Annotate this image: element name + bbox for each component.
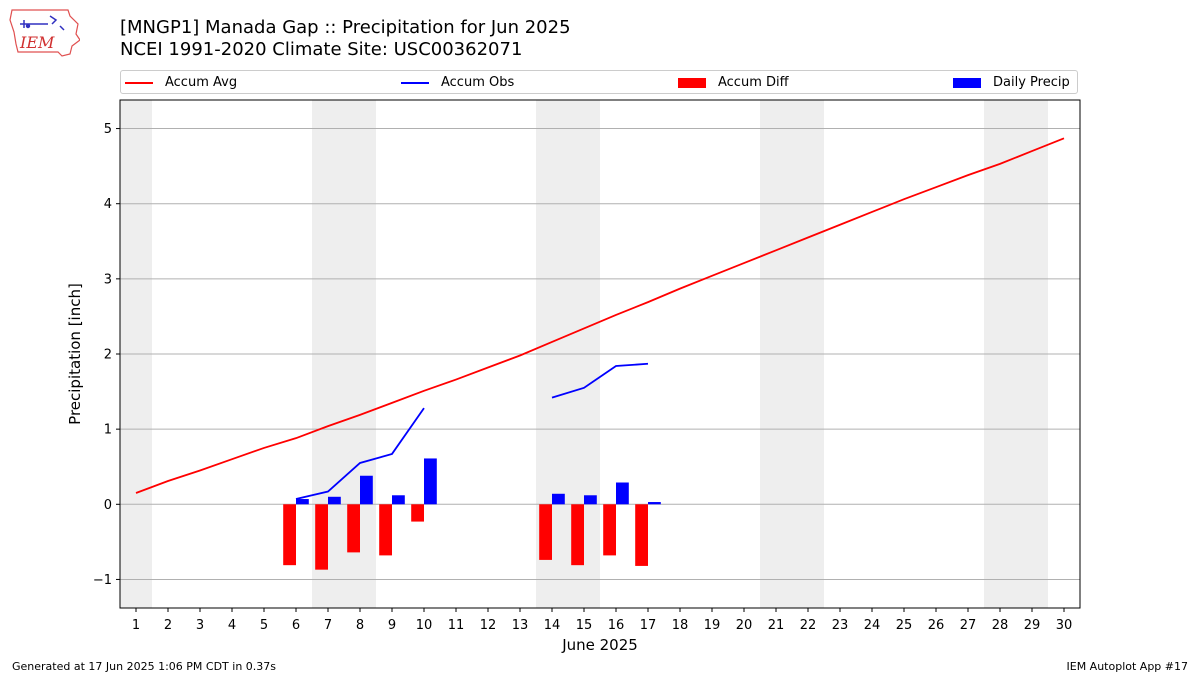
x-tick-label: 16 xyxy=(608,618,625,633)
daily-precip-bar xyxy=(424,458,437,505)
x-tick-label: 29 xyxy=(1024,618,1041,633)
svg-text:IEM: IEM xyxy=(19,33,55,52)
x-tick-label: 4 xyxy=(228,618,236,633)
daily-precip-bar xyxy=(616,482,629,505)
x-tick-label: 5 xyxy=(260,618,268,633)
x-tick-label: 25 xyxy=(896,618,913,633)
legend: Accum Avg Accum Obs Accum Diff Daily Pre… xyxy=(120,70,1078,94)
daily-precip-bar xyxy=(360,475,373,505)
legend-label-accum-avg: Accum Avg xyxy=(165,75,238,90)
x-tick-label: 27 xyxy=(960,618,977,633)
x-tick-label: 19 xyxy=(704,618,721,633)
y-tick-label: 0 xyxy=(104,498,112,513)
daily-precip-bar xyxy=(648,502,661,505)
daily-precip-bar xyxy=(552,493,565,505)
y-tick-label: −1 xyxy=(93,573,112,588)
y-axis-label: Precipitation [inch] xyxy=(66,283,84,425)
daily-precip-bar xyxy=(584,495,597,505)
chart-subtitle: NCEI 1991-2020 Climate Site: USC00362071 xyxy=(120,39,523,60)
x-tick-label: 1 xyxy=(132,618,140,633)
y-tick-label: 1 xyxy=(104,423,112,438)
x-tick-label: 9 xyxy=(388,618,396,633)
accum-diff-bar xyxy=(571,504,584,566)
legend-swatch-daily-precip xyxy=(953,78,981,88)
x-tick-label: 26 xyxy=(928,618,945,633)
x-tick-label: 6 xyxy=(292,618,300,633)
legend-swatch-accum-obs xyxy=(401,82,429,84)
accum-diff-bar xyxy=(283,504,296,566)
accum-obs-line xyxy=(295,407,425,500)
daily-precip-bar xyxy=(296,499,309,505)
x-tick-label: 14 xyxy=(544,618,561,633)
legend-label-accum-diff: Accum Diff xyxy=(718,75,789,90)
x-axis-label: June 2025 xyxy=(561,636,638,654)
accum-diff-bar xyxy=(539,504,552,560)
x-tick-label: 3 xyxy=(196,618,204,633)
x-tick-label: 8 xyxy=(356,618,364,633)
x-tick-label: 18 xyxy=(672,618,689,633)
legend-swatch-accum-diff xyxy=(678,78,706,88)
legend-label-daily-precip: Daily Precip xyxy=(993,75,1070,90)
y-tick-label: 5 xyxy=(104,122,112,137)
daily-precip-bar xyxy=(328,496,341,505)
daily-precip-bar xyxy=(392,495,405,505)
legend-label-accum-obs: Accum Obs xyxy=(441,75,515,90)
x-tick-label: 10 xyxy=(416,618,433,633)
x-tick-label: 15 xyxy=(576,618,593,633)
x-tick-label: 2 xyxy=(164,618,172,633)
x-tick-label: 7 xyxy=(324,618,332,633)
accum-diff-bar xyxy=(315,504,328,570)
chart-title: [MNGP1] Manada Gap :: Precipitation for … xyxy=(120,17,571,38)
accum-diff-bar xyxy=(603,504,616,556)
accum-diff-bar xyxy=(347,504,360,553)
x-tick-label: 21 xyxy=(768,618,785,633)
x-tick-label: 20 xyxy=(736,618,753,633)
x-tick-label: 24 xyxy=(864,618,881,633)
x-tick-label: 11 xyxy=(448,618,465,633)
app-credit: IEM Autoplot App #17 xyxy=(1066,660,1189,673)
accum-diff-bar xyxy=(379,504,392,556)
x-tick-label: 22 xyxy=(800,618,817,633)
x-tick-label: 12 xyxy=(480,618,497,633)
y-tick-label: 4 xyxy=(104,197,112,212)
generated-timestamp: Generated at 17 Jun 2025 1:06 PM CDT in … xyxy=(12,660,277,673)
accum-diff-bar xyxy=(411,504,424,522)
y-tick-label: 3 xyxy=(104,272,112,287)
x-tick-label: 13 xyxy=(512,618,529,633)
legend-swatch-accum-avg xyxy=(125,82,153,84)
accum-diff-bar xyxy=(635,504,648,566)
x-tick-label: 30 xyxy=(1056,618,1073,633)
y-tick-label: 2 xyxy=(104,348,112,363)
accum-avg-line xyxy=(135,137,1065,494)
accum-obs-line xyxy=(551,362,649,399)
iem-logo: IEM xyxy=(9,9,80,57)
x-tick-label: 23 xyxy=(832,618,849,633)
x-tick-label: 17 xyxy=(640,618,657,633)
x-tick-label: 28 xyxy=(992,618,1009,633)
